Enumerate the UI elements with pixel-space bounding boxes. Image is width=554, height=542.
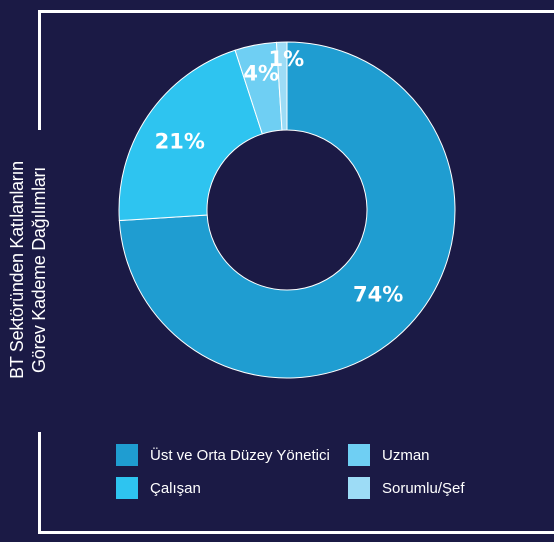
legend-label-2: Uzman: [382, 446, 430, 464]
legend-label-0: Üst ve Orta Düzey Yönetici: [150, 446, 330, 464]
frame-top-line: [38, 10, 554, 13]
legend-swatch-0: [116, 444, 138, 466]
legend-swatch-2: [348, 444, 370, 466]
frame-left-upper-line: [38, 10, 41, 130]
data-label-sorumlu-sef: 1%: [268, 47, 304, 71]
data-label-uzman: 4%: [243, 61, 279, 85]
data-label-ust-ve-orta-duzey-yonetici: 74%: [353, 283, 403, 307]
frame-bottom-line: [38, 531, 554, 534]
data-label-calisan: 21%: [155, 130, 205, 154]
legend-swatch-3: [348, 477, 370, 499]
slice-sorumlu-sef: [275, 41, 288, 131]
legend-label-1: Çalışan: [150, 479, 201, 497]
legend-label-3: Sorumlu/Şef: [382, 479, 465, 497]
legend-item-calisan: Çalışan: [116, 477, 201, 499]
legend-item-sorumlu-sef: Sorumlu/Şef: [348, 477, 465, 499]
frame-left-lower-line: [38, 432, 41, 534]
legend-swatch-1: [116, 477, 138, 499]
legend-item-uzman: Uzman: [348, 444, 430, 466]
legend: Üst ve Orta Düzey Yönetici Çalışan Uzman…: [116, 444, 496, 514]
slice-ust-ve-orta-duzey-yonetici: [118, 41, 456, 379]
slice-calisan: [118, 49, 263, 222]
legend-item-ust-ve-orta-duzey-yonetici: Üst ve Orta Düzey Yönetici: [116, 444, 330, 466]
